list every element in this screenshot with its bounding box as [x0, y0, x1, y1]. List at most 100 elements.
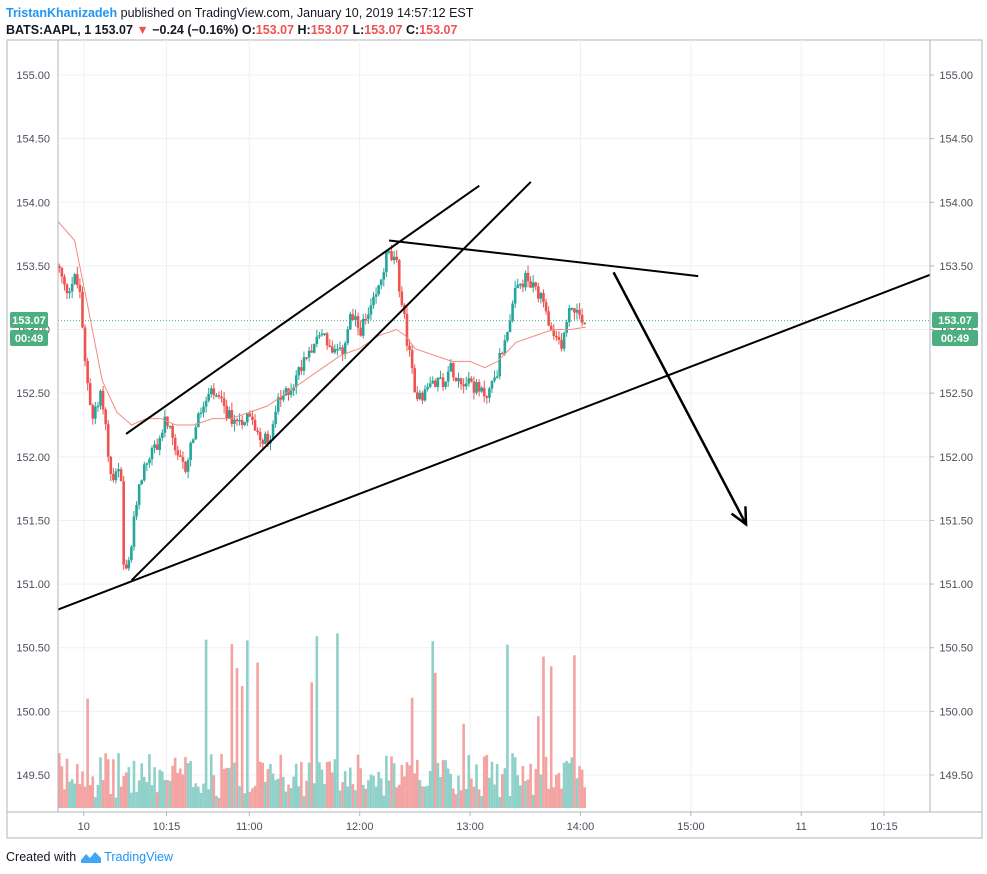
candle-body [573, 308, 576, 313]
candle-body [204, 400, 208, 407]
candle-body [475, 382, 478, 393]
volume-bar [220, 754, 223, 808]
candlesticks[interactable] [57, 244, 586, 571]
volume-bar [341, 782, 344, 808]
candle-body [76, 274, 79, 285]
volume-bar [379, 778, 383, 808]
candle-body [256, 430, 259, 433]
candle-body [583, 322, 586, 325]
volume-bar [367, 780, 370, 808]
volume-bar [526, 779, 530, 808]
time-tick-label: 12:00 [346, 821, 374, 833]
last-price: 153.07 [94, 23, 133, 37]
candle-body [253, 419, 257, 431]
volume-bar [480, 796, 483, 808]
candle-body [155, 444, 159, 450]
candle-body [140, 480, 144, 485]
volume-bar [209, 754, 213, 808]
volume-bar [276, 778, 280, 808]
candle-body [534, 282, 538, 287]
volume-bar [158, 769, 162, 808]
candle-body [439, 377, 442, 380]
volume-bar [573, 655, 576, 808]
volume-bar [150, 785, 154, 808]
candle-body [472, 381, 476, 393]
author-name[interactable]: TristanKhanizadeh [6, 6, 118, 20]
volume-bar [387, 780, 391, 808]
candle-body [112, 473, 115, 481]
volume-bar [452, 788, 455, 808]
down-arrow-head-icon [730, 506, 748, 527]
candle-body [426, 386, 429, 390]
time-axis[interactable]: 10 10:15 11:00 12:00 13:00 14:00 15:00 11 10:15 [78, 812, 898, 833]
symbol-label[interactable]: BATS:AAPL, 1 [6, 23, 92, 37]
volume-bar [310, 682, 313, 808]
volume-bar [382, 795, 386, 808]
volume-bar [565, 760, 568, 808]
volume-bar [137, 780, 141, 808]
candle-body [374, 294, 378, 297]
price-tick-left: 154.50 [16, 134, 50, 146]
countdown-badge-left-bg [10, 330, 48, 346]
price-badge-right-bg [932, 312, 978, 328]
candle-body [217, 395, 221, 397]
publish-header: TristanKhanizadeh published on TradingVi… [6, 4, 473, 22]
candle-body [161, 432, 164, 439]
volume-bar [287, 784, 290, 808]
candle-body [423, 389, 427, 401]
candle-body [88, 383, 92, 406]
volume-bar [99, 757, 102, 808]
price-tick-right: 152.00 [939, 452, 973, 464]
price-badge-right-price: 153.07 [938, 315, 972, 327]
volume-bar [197, 786, 200, 808]
volume-bar [184, 757, 187, 808]
volume-bar [60, 766, 64, 808]
candle-body [537, 286, 540, 299]
volume-bar [148, 754, 151, 808]
candle-body [276, 397, 280, 412]
candle-body [567, 308, 571, 323]
candle-body [233, 419, 236, 424]
created-with-text: Created with [6, 850, 77, 864]
candle-body [477, 382, 481, 392]
volume-bar [235, 667, 239, 808]
candle-body [122, 481, 125, 565]
tradingview-brand-link[interactable]: TradingView [104, 850, 173, 864]
candle-body [101, 390, 105, 410]
volume-bar [336, 633, 339, 808]
volume-bar [274, 779, 277, 808]
candle-body [60, 267, 64, 277]
volume-bar [395, 787, 398, 808]
candle-body [284, 388, 288, 396]
price-axis[interactable]: 155.00 155.00 154.50 154.50 154.00 154.00 153.… [16, 70, 973, 782]
candle-body [305, 357, 308, 359]
candle-body [274, 411, 277, 425]
volume-bar [320, 769, 324, 808]
candle-body [94, 406, 97, 419]
volume-bar [199, 792, 203, 808]
candle-body [493, 377, 496, 381]
candle-body [356, 316, 360, 328]
candle-body [114, 471, 118, 481]
volume-bar [227, 767, 231, 808]
volume-bar [390, 756, 393, 808]
volume-bar [145, 781, 149, 808]
volume-bar [493, 784, 496, 808]
price-tick-right: 151.50 [939, 515, 973, 527]
candle-body [70, 283, 74, 292]
candle-body [542, 293, 545, 303]
volume-bar [392, 763, 396, 808]
volume-bar [261, 762, 265, 808]
volume-bar [264, 781, 267, 808]
volume-bar [359, 768, 362, 808]
trend-drawings[interactable] [57, 181, 931, 611]
volume-bar [539, 774, 543, 808]
volume-bar [552, 787, 556, 808]
volume-bar [403, 776, 406, 808]
volume-bar [426, 785, 429, 808]
volume-bar [181, 774, 185, 808]
candle-body [400, 291, 404, 305]
volume-bar [207, 789, 210, 808]
volume-bar [106, 759, 110, 808]
